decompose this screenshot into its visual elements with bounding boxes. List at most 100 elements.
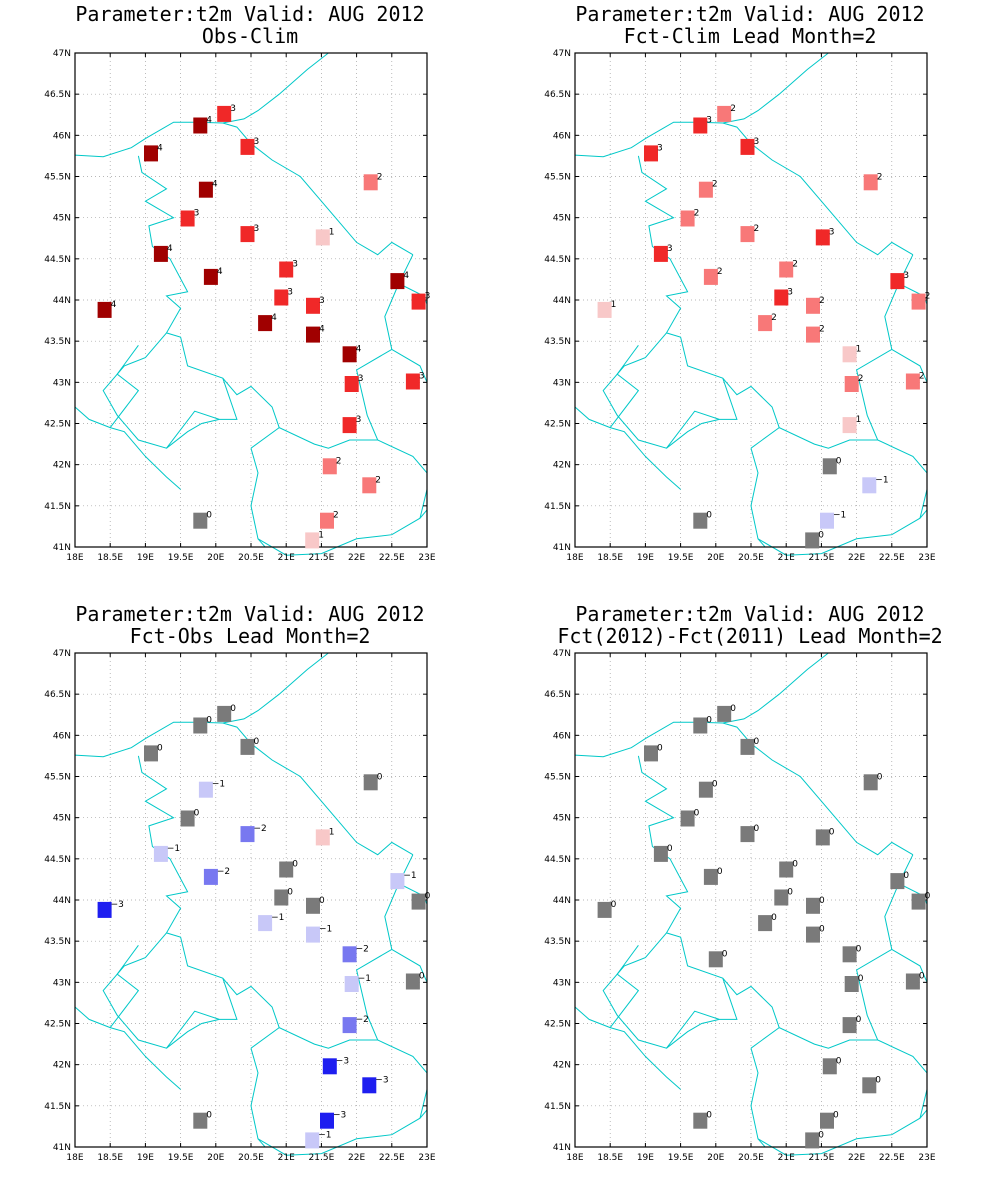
- station-value-label: 4: [271, 313, 277, 323]
- x-tick-label: 20E: [707, 1153, 724, 1163]
- station-marker: [274, 889, 289, 906]
- station-marker: [342, 417, 357, 434]
- y-tick-label: 45.5N: [544, 773, 571, 783]
- station-marker: [844, 976, 859, 992]
- station-value-label: −2: [217, 867, 230, 877]
- station-marker: [363, 774, 378, 791]
- station-marker: [320, 1112, 334, 1129]
- station-value-label: 0: [377, 772, 383, 782]
- country-border: [750, 1027, 780, 1049]
- station-marker: [862, 477, 877, 494]
- y-tick-label: 46.5N: [44, 90, 71, 100]
- y-tick-label: 46.5N: [544, 690, 571, 700]
- station-value-label: 0: [836, 1056, 842, 1066]
- station-marker: [779, 261, 794, 278]
- country-border: [574, 1006, 681, 1090]
- station-value-label: 0: [877, 772, 883, 782]
- station-marker: [279, 261, 294, 278]
- y-tick-label: 41.5N: [544, 502, 571, 512]
- station-marker: [774, 889, 789, 906]
- station-value-label: 0: [425, 892, 431, 902]
- country-border: [102, 332, 238, 449]
- station-marker: [258, 915, 273, 932]
- station-value-label: 2: [792, 260, 798, 270]
- station-marker: [305, 1132, 320, 1149]
- station-marker: [905, 373, 920, 390]
- station-value-label: 0: [206, 1111, 212, 1121]
- station-value-label: 3: [230, 104, 236, 114]
- station-marker: [740, 226, 755, 243]
- station-marker: [180, 210, 195, 227]
- station-marker: [806, 297, 820, 314]
- x-tick-label: 19.5E: [668, 553, 694, 563]
- y-tick-label: 42N: [553, 1061, 571, 1071]
- x-tick-label: 20.5E: [738, 553, 764, 563]
- station-marker: [842, 1017, 857, 1034]
- y-tick-label: 44.5N: [544, 855, 571, 865]
- station-marker: [322, 458, 337, 475]
- y-tick-label: 42N: [553, 461, 571, 471]
- station-marker: [153, 845, 168, 862]
- y-tick-label: 44.5N: [44, 255, 71, 265]
- station-marker: [97, 301, 112, 318]
- station-marker: [411, 293, 426, 310]
- station-value-label: 0: [157, 743, 163, 753]
- y-tick-label: 43N: [53, 978, 71, 988]
- station-value-label: 4: [403, 271, 409, 281]
- station-marker: [405, 373, 420, 390]
- x-tick-label: 22E: [348, 553, 365, 563]
- station-value-label: 0: [856, 1015, 862, 1025]
- station-marker: [820, 512, 834, 529]
- station-marker: [306, 897, 320, 914]
- station-marker: [693, 512, 708, 529]
- country-border: [419, 489, 428, 519]
- x-tick-label: 20.5E: [238, 1153, 264, 1163]
- map-plot: 18E 18.5E 19E 19.5E 20E 20.5E 21E 21.5E 22E 22.5E…: [44, 49, 436, 563]
- y-tick-label: 43.5N: [544, 937, 571, 947]
- y-tick-label: 42N: [53, 1061, 71, 1071]
- station-marker: [644, 145, 658, 162]
- station-value-label: 3: [358, 374, 364, 384]
- y-tick-label: 46N: [553, 131, 571, 141]
- station-marker: [144, 745, 158, 762]
- station-marker: [97, 901, 112, 918]
- x-tick-label: 22.5E: [879, 1153, 905, 1163]
- x-tick-label: 22.5E: [379, 553, 405, 563]
- x-tick-label: 21E: [778, 1153, 795, 1163]
- station-marker: [703, 868, 718, 885]
- x-tick-label: 18E: [566, 553, 583, 563]
- station-value-label: 0: [818, 1130, 824, 1140]
- y-tick-label: 45N: [553, 814, 571, 824]
- x-tick-label: 20.5E: [738, 1153, 764, 1163]
- x-tick-label: 21.5E: [309, 553, 335, 563]
- country-border: [609, 345, 640, 428]
- y-tick-label: 45.5N: [44, 173, 71, 183]
- station-marker: [805, 532, 820, 549]
- station-value-label: 2: [375, 475, 381, 485]
- station-value-label: 3: [903, 271, 909, 281]
- station-value-label: −2: [254, 824, 267, 834]
- station-value-label: 0: [611, 900, 617, 910]
- station-marker: [144, 145, 158, 162]
- station-marker: [806, 926, 820, 943]
- station-value-label: −1: [319, 925, 332, 935]
- station-marker: [193, 717, 208, 734]
- station-value-label: 0: [875, 1075, 881, 1085]
- x-tick-label: 21E: [778, 553, 795, 563]
- station-marker: [890, 273, 905, 290]
- y-tick-label: 42.5N: [544, 1020, 571, 1030]
- x-tick-label: 18E: [566, 1153, 583, 1163]
- station-marker: [911, 293, 926, 310]
- country-border: [750, 1048, 766, 1148]
- x-tick-label: 18.5E: [597, 553, 623, 563]
- station-marker: [815, 829, 830, 846]
- y-tick-label: 42.5N: [44, 1020, 71, 1030]
- station-value-label: −2: [356, 1015, 369, 1025]
- station-marker: [279, 861, 294, 878]
- station-value-label: 2: [877, 172, 883, 182]
- station-marker: [842, 417, 857, 434]
- panel-title: Parameter:t2m Valid: AUG 2012: [575, 602, 925, 626]
- country-border: [250, 1048, 266, 1148]
- panel-subtitle: Fct-Obs Lead Month=2: [129, 624, 371, 648]
- x-tick-label: 20.5E: [238, 553, 264, 563]
